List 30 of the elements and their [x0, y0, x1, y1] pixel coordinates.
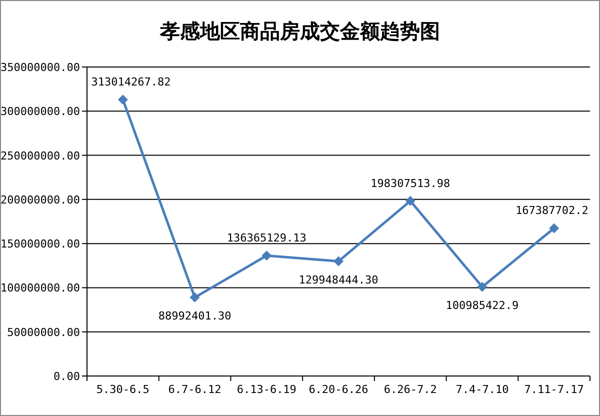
ytick: 200000000.00	[0, 193, 80, 206]
ytick: 100000000.00	[0, 282, 80, 295]
xtick: 6.13-6.19	[236, 383, 296, 396]
xtick: 5.30-6.5	[96, 383, 150, 396]
point	[549, 223, 560, 234]
xtick: 7.11-7.17	[524, 383, 584, 396]
point	[405, 196, 416, 206]
data-label: 167387702.2	[516, 204, 588, 218]
ytick: 300000000.00	[0, 105, 80, 118]
point	[190, 292, 200, 302]
ytick: 150000000.00	[0, 238, 80, 251]
xtick: 6.7-6.12	[168, 383, 222, 396]
data-label: 313014267.82	[91, 76, 171, 89]
title: 孝感地区商品房成交金额趋势图	[160, 19, 440, 43]
ytick: 250000000.00	[0, 149, 80, 162]
data-label: 129948444.30	[298, 273, 378, 286]
data-label: 198307513.98	[370, 176, 450, 190]
data-label: 136365129.13	[226, 232, 306, 245]
point	[334, 256, 344, 266]
xtick: 7.4-7.10	[456, 383, 509, 396]
ytick: 350000000.00	[0, 61, 80, 74]
xtick: 6.20-6.26	[308, 383, 368, 396]
xtick: 6.26-7.2	[384, 383, 437, 396]
point	[118, 94, 128, 105]
data-label: 100985422.9	[446, 298, 519, 312]
point	[262, 250, 272, 261]
data-label: 88992401.30	[158, 309, 232, 322]
ytick: 50000000.00	[7, 326, 80, 339]
point	[477, 282, 488, 292]
ytick: 0.00	[54, 370, 80, 383]
